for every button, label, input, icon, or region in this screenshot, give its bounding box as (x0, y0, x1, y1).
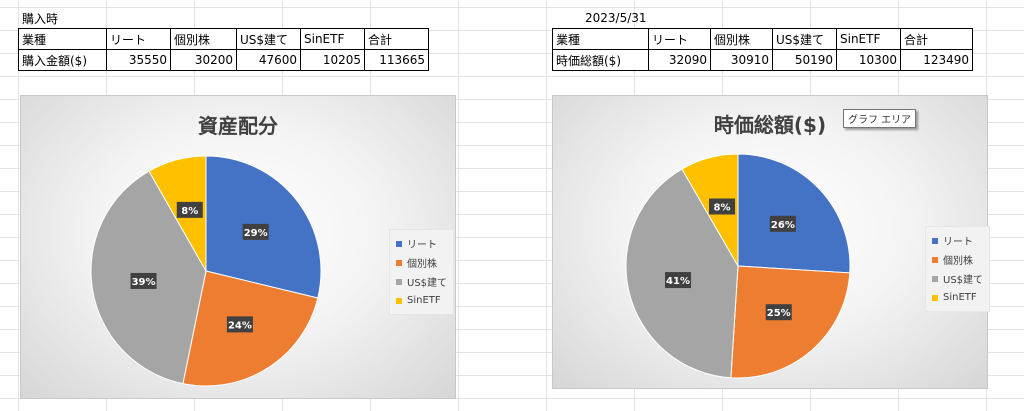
table-cell[interactable]: US$建て (236, 28, 301, 50)
table-cell[interactable]: 時価総額($) (552, 49, 649, 71)
legend-swatch (396, 297, 402, 304)
data-label: 39% (130, 272, 157, 289)
legend-swatch (932, 294, 938, 301)
legend-item: SinETF (396, 291, 447, 310)
data-label-text: 29% (244, 228, 268, 239)
pie-svg: 26% 25% 41% 8% (625, 153, 851, 379)
pie-slice[interactable] (737, 153, 851, 274)
pie-slice[interactable] (730, 265, 851, 379)
data-label-text: 41% (666, 276, 690, 287)
legend-item: リート (932, 231, 983, 250)
purchase-pie-chart[interactable]: 資産配分 29% 24% 39% 8% リート 個別株 US$建て SinETF (20, 95, 456, 399)
table-cell[interactable]: 123490 (900, 49, 973, 71)
data-label-text: 25% (767, 308, 791, 319)
table-cell[interactable]: 10300 (836, 49, 901, 71)
chart-area-tooltip: グラフ エリア (843, 109, 917, 128)
table-row: 購入金額($) 35550 30200 47600 10205 113665 (18, 49, 429, 71)
purchase-table: 業種 リート 個別株 US$建て SinETF 合計 購入金額($) 35550… (18, 28, 429, 71)
data-label-box (242, 223, 269, 240)
data-label-text: 26% (771, 220, 795, 231)
table-cell[interactable]: 購入金額($) (18, 49, 107, 71)
legend-label: 個別株 (407, 259, 437, 270)
data-label-box (226, 316, 253, 333)
legend-swatch (396, 240, 402, 247)
data-label: 8% (176, 201, 203, 218)
data-label-box (176, 201, 203, 218)
legend-label: SinETF (407, 295, 441, 306)
legend-label: US$建て (407, 278, 448, 289)
legend-item: リート (396, 234, 447, 253)
legend-item: US$建て (396, 272, 447, 291)
table-cell[interactable]: 合計 (364, 28, 429, 50)
right-caption: 2023/5/31 (585, 11, 647, 25)
left-caption: 購入時 (22, 12, 59, 26)
legend-item: SinETF (932, 288, 983, 307)
legend-item: US$建て (932, 269, 983, 288)
market-value-pie-chart[interactable]: 時価総額($) 26% 25% 41% 8% リート 個別株 US$建て SinETF… (552, 95, 991, 389)
table-cell[interactable]: US$建て (772, 28, 837, 50)
data-label: 26% (769, 215, 796, 232)
legend-label: US$建て (943, 275, 984, 286)
legend-label: リート (943, 237, 973, 248)
table-cell[interactable]: リート (106, 28, 171, 50)
table-cell[interactable]: 業種 (18, 28, 107, 50)
data-label: 29% (242, 223, 269, 240)
data-label-box (709, 198, 736, 215)
table-header-row: 業種 リート 個別株 US$建て SinETF 合計 (552, 28, 973, 50)
table-row: 時価総額($) 32090 30910 50190 10300 123490 (552, 49, 973, 71)
data-label-text: 39% (132, 277, 156, 288)
chart-title: 資産配分 (198, 114, 278, 138)
table-cell[interactable]: 30200 (170, 49, 237, 71)
data-label-text: 8% (181, 206, 198, 217)
data-label: 41% (665, 272, 692, 289)
chart-legend[interactable]: リート 個別株 US$建て SinETF (925, 226, 991, 312)
legend-item: 個別株 (396, 253, 447, 272)
table-cell[interactable]: リート (648, 28, 711, 50)
pie-svg: 29% 24% 39% 8% (90, 155, 322, 387)
table-cell[interactable]: 35550 (106, 49, 171, 71)
legend-swatch (396, 278, 402, 285)
chart-legend[interactable]: リート 個別株 US$建て SinETF (389, 229, 455, 315)
legend-label: 個別株 (943, 256, 973, 267)
legend-item: 個別株 (932, 250, 983, 269)
data-label-box (665, 272, 692, 289)
legend-label: SinETF (943, 292, 977, 303)
table-cell[interactable]: 47600 (236, 49, 301, 71)
table-cell[interactable]: 合計 (900, 28, 973, 50)
table-cell[interactable]: 113665 (364, 49, 429, 71)
data-label: 24% (226, 316, 253, 333)
data-label-box (765, 304, 792, 321)
table-cell[interactable]: 10205 (300, 49, 365, 71)
legend-label: リート (407, 240, 437, 251)
table-cell[interactable]: SinETF (300, 28, 365, 50)
table-cell[interactable]: 30910 (710, 49, 773, 71)
legend-swatch (932, 237, 938, 244)
legend-swatch (932, 275, 938, 282)
chart-title: 時価総額($) (713, 113, 827, 137)
data-label-text: 24% (228, 320, 252, 331)
legend-swatch (396, 259, 402, 266)
table-cell[interactable]: 業種 (552, 28, 649, 50)
legend-swatch (932, 256, 938, 263)
data-label-box (130, 272, 157, 289)
data-label: 25% (765, 304, 792, 321)
data-label: 8% (709, 198, 736, 215)
table-cell[interactable]: 個別株 (710, 28, 773, 50)
data-label-box (769, 215, 796, 232)
data-label-text: 8% (714, 203, 731, 214)
table-cell[interactable]: 32090 (648, 49, 711, 71)
table-header-row: 業種 リート 個別株 US$建て SinETF 合計 (18, 28, 429, 50)
table-cell[interactable]: SinETF (836, 28, 901, 50)
market-value-table: 業種 リート 個別株 US$建て SinETF 合計 時価総額($) 32090… (552, 28, 973, 71)
table-cell[interactable]: 50190 (772, 49, 837, 71)
table-cell[interactable]: 個別株 (170, 28, 237, 50)
